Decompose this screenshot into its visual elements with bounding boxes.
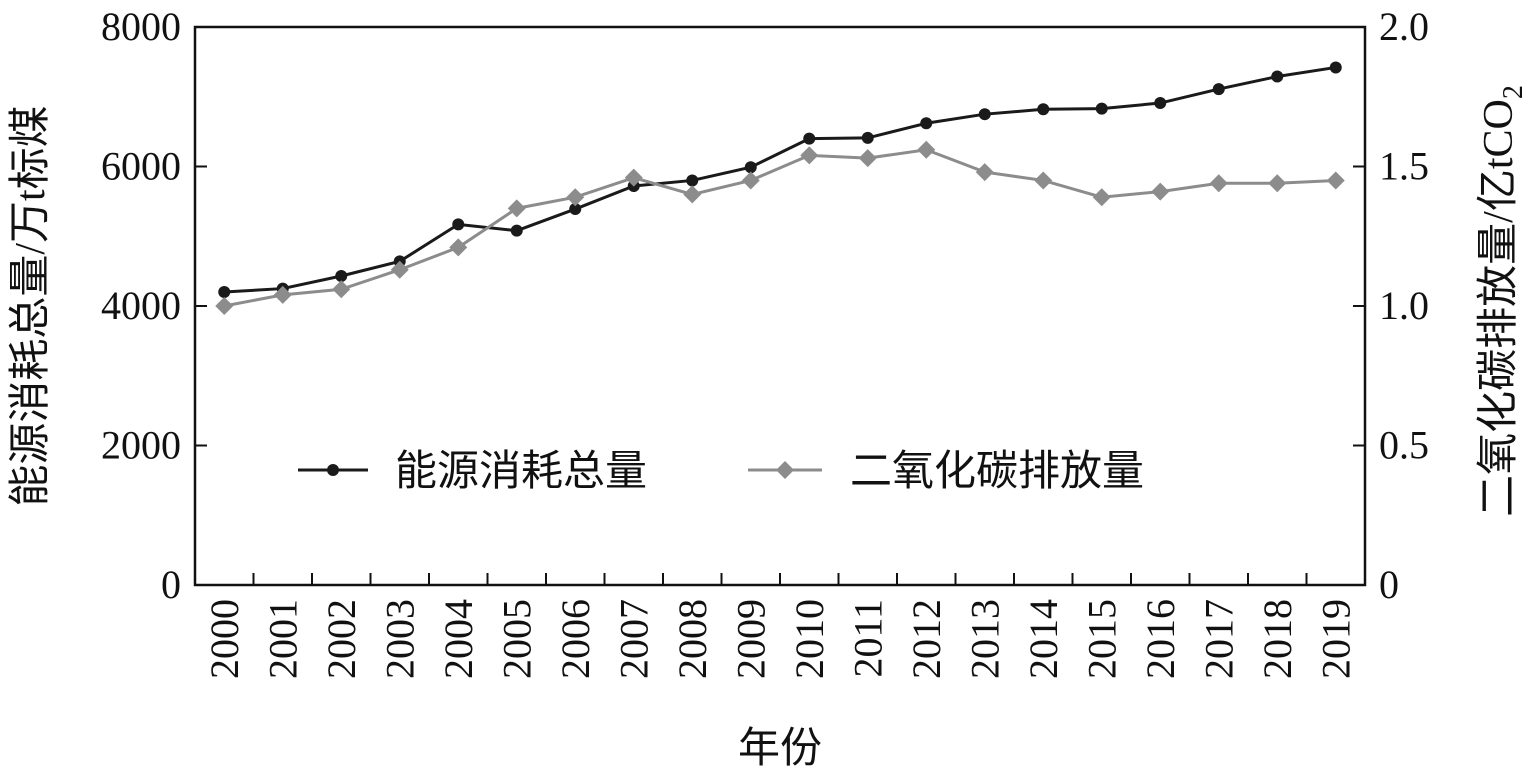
series-1-point <box>1092 188 1111 207</box>
y-axis-right-title-main: 二氧化碳排放量/亿tCO <box>1476 99 1522 517</box>
series-0-point <box>452 218 465 231</box>
x-tick-label: 2011 <box>845 599 890 678</box>
series-1-point <box>800 146 819 165</box>
series-group <box>215 61 1345 315</box>
y-right-tick-label: 1.5 <box>1379 144 1429 189</box>
x-tick-label: 2008 <box>670 599 715 679</box>
x-axis-title: 年份 <box>738 725 822 772</box>
series-0-point <box>803 132 816 145</box>
series-1-point <box>917 140 936 159</box>
x-tick-label: 2018 <box>1255 599 1300 679</box>
y-left-tick-label: 4000 <box>101 283 181 328</box>
legend-marker-0 <box>327 464 339 476</box>
series-line-0 <box>224 65 1336 294</box>
legend: 能源消耗总量 二氧化碳排放量 <box>298 449 1144 495</box>
y-axis-right-title-subscript: 2 <box>1498 85 1529 99</box>
series-0-point <box>335 270 348 283</box>
series-line-1 <box>223 148 1336 308</box>
series-0-point <box>218 286 231 299</box>
series-0-point <box>686 174 699 187</box>
x-tick-label: 2004 <box>436 599 481 679</box>
series-0-point <box>510 224 523 237</box>
x-tick-label: 2010 <box>787 599 832 679</box>
series-1-point <box>1326 171 1345 190</box>
y-left-tick-label: 2000 <box>101 423 181 468</box>
series-1-point <box>1209 174 1228 193</box>
series-1-point <box>507 199 526 218</box>
series-1-point <box>273 285 292 304</box>
series-1-point <box>1034 171 1053 190</box>
y-right-tick-label: 0 <box>1379 562 1399 607</box>
series-0-point <box>1329 61 1342 74</box>
series-1-point <box>449 238 468 257</box>
x-tick-label: 2002 <box>319 599 364 679</box>
series-0-point <box>569 203 582 216</box>
x-tick-label: 2014 <box>1021 599 1066 679</box>
y-right-tick-label: 2.0 <box>1379 4 1429 49</box>
x-tick-label: 2015 <box>1079 599 1124 679</box>
series-1-point <box>390 260 409 279</box>
series-1-point <box>624 168 643 187</box>
x-tick-label: 2012 <box>904 599 949 679</box>
x-tick-label: 2003 <box>377 599 422 679</box>
x-tick-label: 2019 <box>1313 599 1358 679</box>
series-1-point <box>683 185 702 204</box>
legend-label-0: 能源消耗总量 <box>395 449 647 495</box>
series-1-point <box>1151 182 1170 201</box>
y-left-tick-label: 8000 <box>101 4 181 49</box>
series-1-point <box>332 280 351 299</box>
y-right-tick-label: 0.5 <box>1379 423 1429 468</box>
y-left-tick-label: 0 <box>161 562 181 607</box>
series-0-point <box>1154 97 1167 110</box>
x-tick-label: 2016 <box>1138 599 1183 679</box>
x-tick-label: 2007 <box>611 599 656 679</box>
y-axis-left-title: 能源消耗总量/万t标煤 <box>8 105 54 506</box>
y-axis-right-title: 二氧化碳排放量/亿tCO2 <box>1476 85 1529 517</box>
series-0-point <box>978 108 991 121</box>
x-tick-label: 2013 <box>962 599 1007 679</box>
plot-frame <box>193 25 1367 587</box>
series-0-point <box>1095 102 1108 115</box>
x-tick-label: 2001 <box>260 599 305 679</box>
x-tick-label: 2006 <box>553 599 598 679</box>
series-0-point <box>1212 83 1225 96</box>
y-left-tick-label: 6000 <box>101 144 181 189</box>
x-tick-label: 2000 <box>202 599 247 679</box>
series-0-point <box>861 131 874 144</box>
series-1-point <box>858 149 877 168</box>
series-1-point <box>215 297 234 315</box>
series-0-point <box>1271 70 1284 83</box>
series-0-point <box>744 161 757 174</box>
series-1-point <box>741 171 760 190</box>
legend-marker-1 <box>776 461 794 479</box>
series-1-point <box>566 188 585 207</box>
series-1-point <box>975 163 994 182</box>
x-tick-label: 2009 <box>728 599 773 679</box>
y-right-tick-label: 1.0 <box>1379 283 1429 328</box>
series-0-point <box>1037 103 1050 116</box>
series-0-point <box>920 117 933 130</box>
x-tick-label: 2005 <box>494 599 539 679</box>
x-tick-label: 2017 <box>1196 599 1241 679</box>
legend-label-1: 二氧化碳排放量 <box>850 449 1144 495</box>
series-1-point <box>1268 174 1287 193</box>
axes-group: 2000 2001 2002 2003 2004 2005 2006 2007 2008 2009… <box>101 4 1429 679</box>
